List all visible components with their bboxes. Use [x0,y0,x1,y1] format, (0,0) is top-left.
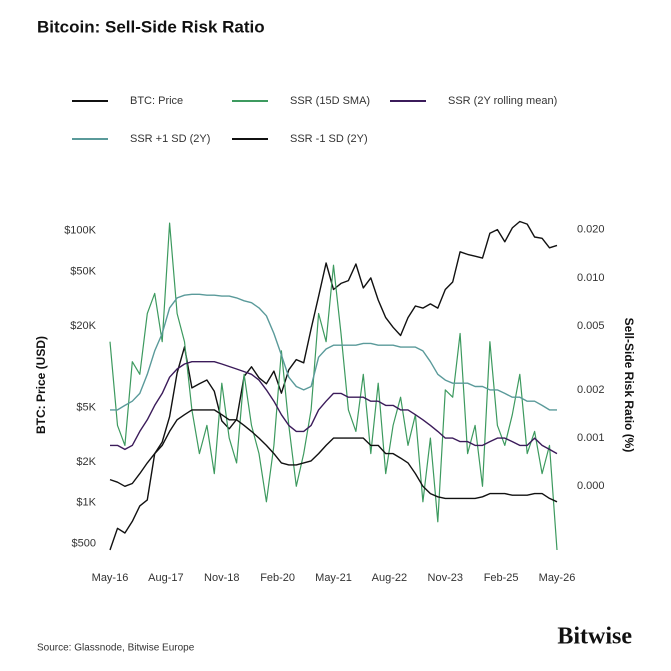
series-line [110,361,558,455]
y2-tick-label: 0.001 [577,432,605,444]
y2-axis-title: Sell-Side Risk Ratio (%) [622,318,636,453]
y2-tick-label: 0.010 [577,272,605,284]
y2-tick-label: 0.000 [577,480,605,492]
series-line [110,293,557,411]
y-tick-label: $50K [70,266,96,278]
logo: Bitwise [557,624,632,650]
y2-tick-label: 0.005 [577,320,605,332]
y-axis-title: BTC: Price (USD) [34,336,48,434]
x-tick-label: Aug-17 [148,572,183,584]
series-line [109,409,558,503]
x-tick-label: May-16 [92,572,129,584]
y-tick-label: $20K [70,320,96,332]
x-tick-label: Feb-25 [484,572,519,584]
legend-label: SSR +1 SD (2Y) [130,133,210,145]
x-tick-label: Nov-18 [204,572,239,584]
source: Source: Glassnode, Bitwise Europe [37,643,195,654]
series-line [109,222,558,551]
legend-label: SSR (15D SMA) [290,95,370,107]
x-tick-label: Aug-22 [372,572,407,584]
y-tick-label: $2K [76,456,96,468]
chart-title: Bitcoin: Sell-Side Risk Ratio [37,17,265,36]
legend-label: BTC: Price [130,95,183,107]
y-tick-label: $5K [76,402,96,414]
x-tick-label: Nov-23 [428,572,463,584]
legend-label: SSR -1 SD (2Y) [290,133,368,145]
y-tick-label: $100K [64,225,96,237]
x-tick-label: Feb-20 [260,572,295,584]
y-tick-label: $1K [76,497,96,509]
y2-tick-label: 0.002 [577,384,605,396]
y-tick-label: $500 [72,538,96,550]
x-tick-label: May-26 [539,572,576,584]
x-tick-label: May-21 [315,572,352,584]
legend-label: SSR (2Y rolling mean) [448,95,557,107]
y2-tick-label: 0.020 [577,224,605,236]
